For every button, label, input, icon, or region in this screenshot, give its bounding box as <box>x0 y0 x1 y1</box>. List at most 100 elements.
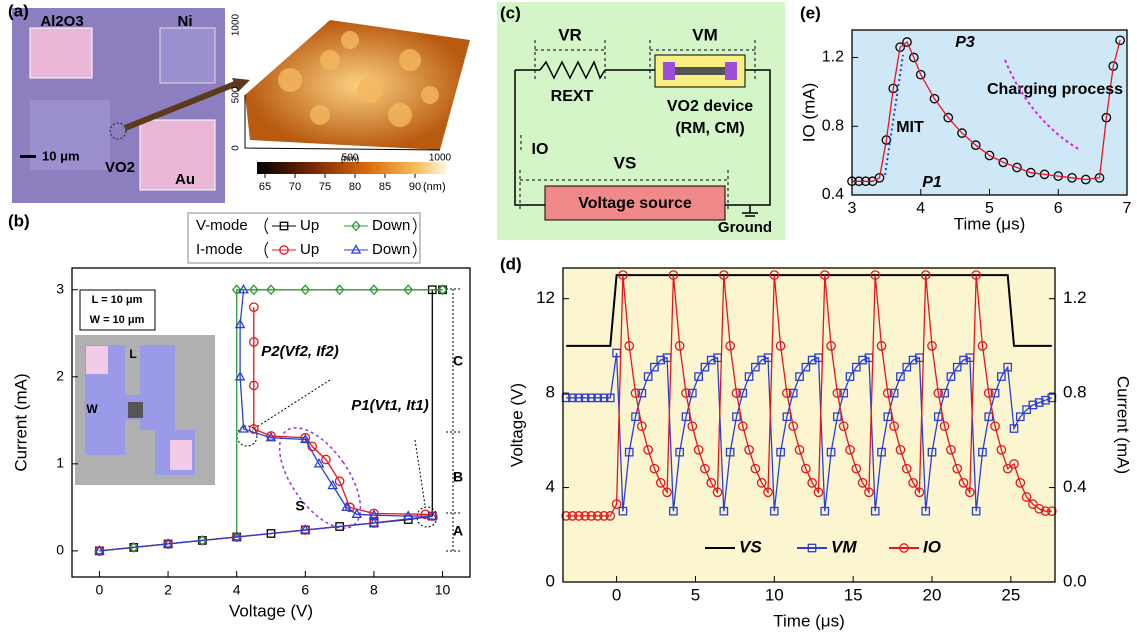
x-tick-label: 4 <box>233 582 241 598</box>
colorbar <box>257 162 447 174</box>
y-axis-label: IO (mA) <box>799 83 818 143</box>
figure: (a)Al2O3NiVO2Au10 μm050010005001000(nm)6… <box>0 0 1137 636</box>
circuit-label: IO <box>532 141 549 158</box>
x-axis-label: Voltage (V) <box>229 601 313 620</box>
y-tick-label: 0 <box>546 571 555 590</box>
y-axis-label: Current (mA) <box>11 373 30 471</box>
device-pad <box>725 62 737 80</box>
annotation: P1(Vt1, It1) <box>351 397 429 414</box>
circuit-label: VO2 device <box>667 98 753 115</box>
annotation: C <box>453 353 463 369</box>
region-label: Ni <box>178 13 193 30</box>
colorbar-unit: (nm) <box>423 181 446 193</box>
x-tick-label: 3 <box>848 200 857 217</box>
annotation: MIT <box>896 119 924 136</box>
x-tick-label: 10 <box>435 582 451 598</box>
annotation: P2(Vf2, If2) <box>261 343 339 360</box>
x-tick-label: 0 <box>96 582 104 598</box>
afm-y-tick: 1000 <box>231 13 242 36</box>
x-tick-label: 15 <box>844 585 863 604</box>
inset-pad <box>86 346 108 374</box>
y-tick-label: 0.4 <box>822 186 844 203</box>
x-tick-label: 20 <box>923 585 942 604</box>
circuit-label: REXT <box>551 88 594 105</box>
panel-label: (e) <box>800 3 821 22</box>
circuit-label: VR <box>558 25 582 44</box>
y-tick-label: 2 <box>56 368 64 384</box>
x-tick-label: 5 <box>691 585 700 604</box>
y-tick-label: 8 <box>546 383 555 402</box>
region-label: Al2O3 <box>40 13 83 30</box>
annotation: L = 10 μm <box>92 294 143 306</box>
x-tick-label: 2 <box>164 582 172 598</box>
annotation: Charging process <box>987 81 1123 98</box>
circuit-label: Voltage source <box>578 195 692 212</box>
annotation: P1 <box>922 174 942 191</box>
colorbar-tick-label: 85 <box>379 181 391 193</box>
y2-axis-label: Current (mA) <box>1114 376 1133 474</box>
circuit-label: VS <box>614 153 637 172</box>
y2-tick-label: 0.0 <box>1063 571 1087 590</box>
x-tick-label: 7 <box>1123 200 1132 217</box>
y-tick-label: 0 <box>56 542 64 558</box>
legend-group: I-mode <box>196 241 243 258</box>
legend-entry: Down <box>372 241 410 258</box>
x-tick-label: 6 <box>301 582 309 598</box>
y-tick-label: 1.2 <box>822 49 844 66</box>
page: (a)Al2O3NiVO2Au10 μm050010005001000(nm)6… <box>0 0 1137 636</box>
afm-y-tick: 500 <box>231 86 242 103</box>
circuit-label: VM <box>692 25 718 44</box>
annotation: P3 <box>955 34 975 51</box>
scale-bar <box>20 155 36 158</box>
region-label: Au <box>175 171 195 188</box>
afm-y-tick: 0 <box>231 145 242 151</box>
region-label: VO2 <box>105 159 135 176</box>
circuit-label: Ground <box>718 219 772 236</box>
annotation: W = 10 μm <box>90 314 145 326</box>
x-axis-label: Time (μs) <box>954 214 1026 233</box>
x-axis-label: Time (μs) <box>773 611 845 630</box>
x-tick-label: 6 <box>1054 200 1063 217</box>
device-film <box>675 67 725 75</box>
afm-x-tick: 1000 <box>429 153 452 164</box>
y-tick-label: 12 <box>536 288 555 307</box>
panel-label: (c) <box>500 3 521 22</box>
scale-bar-label: 10 μm <box>42 148 80 163</box>
pad <box>30 28 92 78</box>
annotation: A <box>453 523 463 539</box>
x-tick-label: 8 <box>370 582 378 598</box>
plot-background <box>852 30 1127 195</box>
legend-entry: Up <box>300 217 319 234</box>
x-tick-label: 4 <box>916 200 925 217</box>
x-tick-label: 25 <box>1001 585 1020 604</box>
legend-entry: VS <box>739 537 762 556</box>
colorbar-tick-label: 75 <box>319 181 331 193</box>
afm-unit: (nm) <box>341 153 360 163</box>
y-tick-label: 3 <box>56 280 64 296</box>
colorbar-tick-label: 80 <box>349 181 361 193</box>
pad <box>160 28 215 83</box>
legend-entry: Up <box>300 241 319 258</box>
panel-label: (a) <box>8 1 29 20</box>
panel-label: (b) <box>8 211 30 230</box>
panel-label: (d) <box>500 254 522 273</box>
annotation: B <box>453 469 463 485</box>
colorbar-tick-label: 70 <box>289 181 301 193</box>
x-tick-label: 10 <box>765 585 784 604</box>
inset-channel <box>128 402 143 418</box>
circuit-label: (RM, CM) <box>675 120 744 137</box>
annotation: S <box>295 498 304 514</box>
inset-pad <box>170 440 192 470</box>
plot-background <box>563 268 1055 582</box>
s-region <box>264 414 376 541</box>
legend-entry: VM <box>831 537 857 556</box>
legend-entry: Down <box>372 217 410 234</box>
x-tick-label: 0 <box>612 585 621 604</box>
annotation: W <box>86 402 98 416</box>
colorbar-tick-label: 90 <box>409 181 421 193</box>
y-tick-label: 0.8 <box>822 117 844 134</box>
y-axis-label: Voltage (V) <box>507 383 526 467</box>
device-pad <box>663 62 675 80</box>
legend-entry: IO <box>923 537 941 556</box>
y2-tick-label: 1.2 <box>1063 288 1087 307</box>
